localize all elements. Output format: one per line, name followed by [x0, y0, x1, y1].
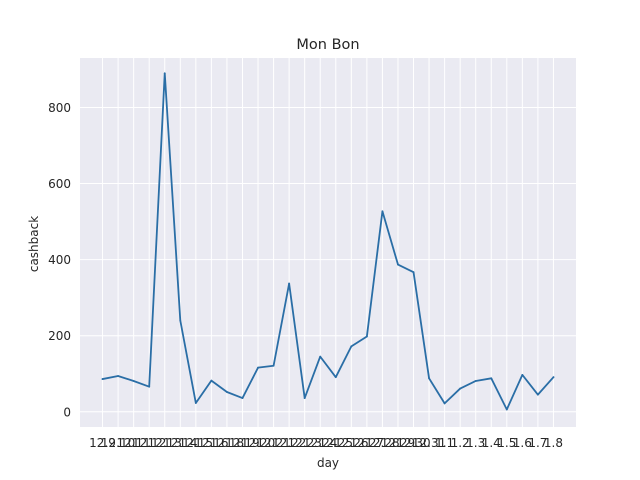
x-tick-label: 12.28	[365, 436, 399, 450]
x-axis-label: day	[317, 456, 339, 470]
x-tick-label: 1.1	[435, 436, 454, 450]
y-tick-label: 200	[48, 329, 71, 343]
x-tick-label: 1.5	[497, 436, 516, 450]
data-point	[428, 377, 430, 380]
x-tick-label: 12.22	[272, 436, 306, 450]
series-line	[101, 72, 555, 411]
data-point	[179, 319, 182, 322]
x-tick-label: 12.21	[256, 436, 290, 450]
grid-lines	[80, 58, 576, 427]
data-point	[272, 364, 275, 367]
x-tick-label: 12.26	[334, 436, 368, 450]
x-tick-label: 12.18	[210, 436, 244, 450]
x-tick-label: 12.10	[101, 436, 135, 450]
y-axis-label: cashback	[27, 216, 41, 272]
data-point	[257, 366, 259, 369]
x-tick-label: 1.2	[451, 436, 470, 450]
series-layer	[101, 72, 555, 411]
x-tick-label: 12.9	[89, 436, 116, 450]
data-point	[132, 380, 135, 382]
x-tick-label: 12.23	[287, 436, 321, 450]
data-point	[101, 378, 104, 380]
data-point	[537, 393, 539, 396]
data-point	[381, 210, 384, 213]
data-point	[521, 373, 524, 376]
data-point	[226, 391, 228, 393]
x-tick-label: 1.7	[528, 436, 547, 450]
x-tick-label: 1.3	[466, 436, 485, 450]
y-tick-label: 600	[48, 177, 71, 191]
data-point	[365, 335, 368, 338]
data-point	[490, 377, 493, 380]
x-tick-label: 12.25	[319, 436, 353, 450]
x-tick-label: 12.29	[381, 436, 415, 450]
chart-title: Mon Bon	[296, 37, 359, 53]
x-tick-label: 12.30	[396, 436, 430, 450]
x-tick-label: 12.13	[148, 436, 182, 450]
x-tick-label: 12.19	[225, 436, 259, 450]
data-point	[148, 385, 151, 388]
x-tick-label: 12.14	[163, 436, 197, 450]
data-point	[350, 345, 353, 348]
x-tick-label: 1.6	[513, 436, 532, 450]
data-point	[288, 282, 291, 285]
data-point	[412, 271, 415, 274]
data-point	[194, 402, 197, 404]
y-axis-ticks: 0 200 400 600 800	[48, 101, 71, 419]
data-point	[163, 72, 166, 75]
y-tick-label: 800	[48, 101, 71, 115]
data-point	[397, 263, 399, 266]
y-tick-label: 400	[48, 253, 71, 267]
data-point	[117, 375, 119, 377]
x-tick-label: 12.16	[194, 436, 228, 450]
data-point	[443, 402, 446, 405]
data-point	[474, 380, 477, 382]
x-tick-label: 12.11	[116, 436, 150, 450]
data-point	[505, 408, 508, 411]
x-tick-label: 12.27	[350, 436, 384, 450]
x-tick-label: 12.31	[412, 436, 446, 450]
data-point	[319, 355, 322, 358]
y-tick-label: 0	[63, 405, 71, 419]
data-point	[210, 379, 213, 382]
data-point	[334, 376, 337, 379]
data-point	[303, 397, 306, 399]
x-tick-label: 12.24	[303, 436, 337, 450]
x-axis-ticks: 12.912.1012.1112.1212.1312.1412.1512.161…	[89, 436, 563, 450]
data-point	[459, 387, 462, 390]
x-tick-label: 12.15	[179, 436, 213, 450]
x-tick-label: 12.12	[132, 436, 166, 450]
data-point	[241, 397, 244, 399]
x-tick-label: 12.20	[241, 436, 275, 450]
x-tick-label: 1.4	[482, 436, 501, 450]
data-point	[552, 376, 555, 379]
x-tick-label: 1.8	[544, 436, 563, 450]
plot-area	[80, 58, 576, 427]
